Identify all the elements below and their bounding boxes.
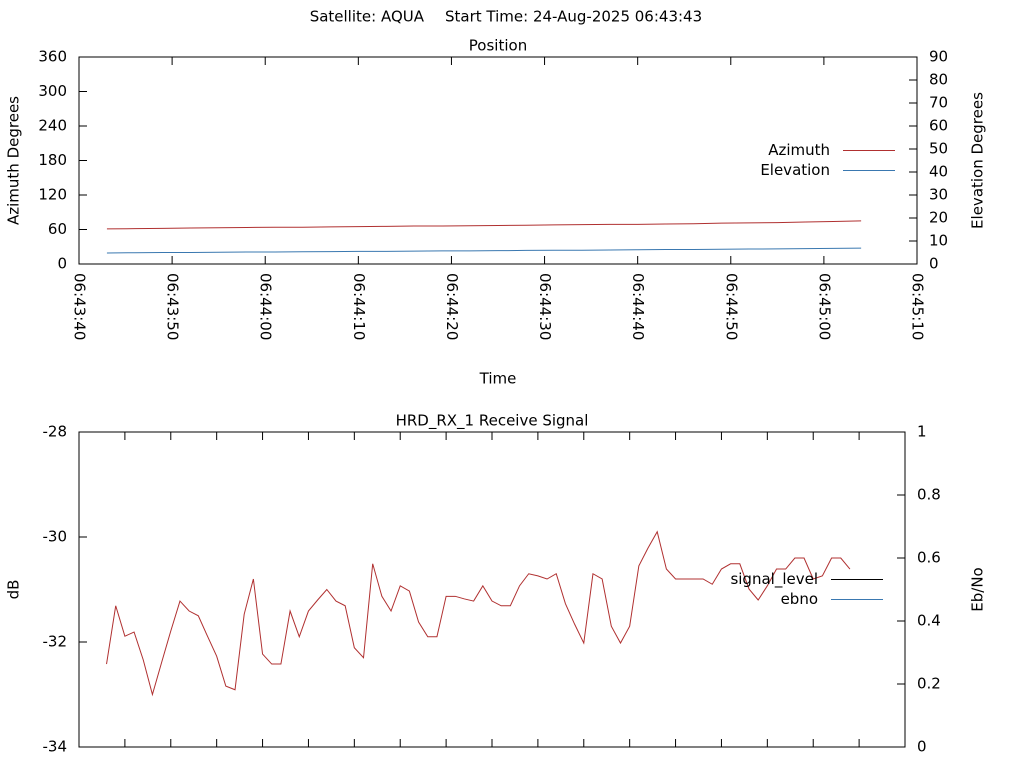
y2-tick-label: 90: [929, 48, 948, 66]
satellite: Satellite: AQUA: [310, 8, 425, 26]
y-tick-label: 240: [38, 117, 67, 135]
y2-tick-label: 0.8: [917, 486, 941, 504]
y2-tick-label: 30: [929, 186, 948, 204]
x-tick-label: 06:44:20: [443, 273, 461, 340]
y-tick-label: 360: [38, 48, 67, 66]
y2-tick-label: 0.4: [917, 612, 941, 630]
x-tick-label: 06:44:00: [257, 273, 275, 340]
x-tick-label: 06:44:30: [536, 273, 554, 340]
y2-tick-label: 1: [917, 423, 927, 441]
x-tick-label: 06:44:10: [350, 273, 368, 340]
start-time: Start Time: 24-Aug-2025 06:43:43: [445, 8, 702, 26]
x-tick-label: 06:43:50: [164, 273, 182, 340]
chart-title: HRD_RX_1 Receive Signal: [396, 412, 589, 431]
y-tick-label: 120: [38, 186, 67, 204]
y2-tick-label: 40: [929, 163, 948, 181]
y-tick-label: -32: [43, 633, 68, 651]
series-line: [106, 530, 851, 697]
y-tick-label: -34: [43, 738, 68, 756]
x-tick-label: 06:45:00: [815, 273, 833, 340]
x-axis-label: Time: [479, 370, 517, 388]
legend-label: ebno: [781, 590, 818, 608]
y2-axis-label: Elevation Degrees: [969, 92, 987, 229]
y2-tick-label: 0: [917, 738, 927, 756]
y2-tick-label: 20: [929, 209, 948, 227]
y2-tick-label: 10: [929, 232, 948, 250]
series-line: [106, 220, 862, 230]
y-tick-label: 180: [38, 151, 67, 169]
y-axis-label: Azimuth Degrees: [5, 96, 23, 225]
y2-tick-label: 0: [929, 255, 939, 273]
legend-label: Azimuth: [768, 141, 830, 159]
x-tick-label: 06:45:10: [909, 273, 927, 340]
y-tick-label: -28: [43, 423, 68, 441]
x-tick-label: 06:44:40: [629, 273, 647, 340]
y-tick-label: -30: [43, 528, 68, 546]
y2-tick-label: 0.6: [917, 549, 941, 567]
y2-tick-label: 50: [929, 140, 948, 158]
y-tick-label: 0: [57, 255, 67, 273]
y-axis-label: dB: [5, 580, 23, 600]
y-tick-label: 300: [38, 82, 67, 100]
x-tick-label: 06:44:50: [722, 273, 740, 340]
series-line: [106, 247, 862, 254]
legend-label: Elevation: [760, 161, 830, 179]
y2-axis-label: Eb/No: [969, 567, 987, 611]
y2-tick-label: 60: [929, 117, 948, 135]
y2-tick-label: 70: [929, 94, 948, 112]
y2-tick-label: 80: [929, 71, 948, 89]
x-tick-label: 06:43:40: [71, 273, 89, 340]
chart-title: Position: [469, 37, 527, 55]
y2-tick-label: 0.2: [917, 675, 941, 693]
legend-label: signal_level: [730, 570, 818, 589]
y-tick-label: 60: [48, 220, 67, 238]
